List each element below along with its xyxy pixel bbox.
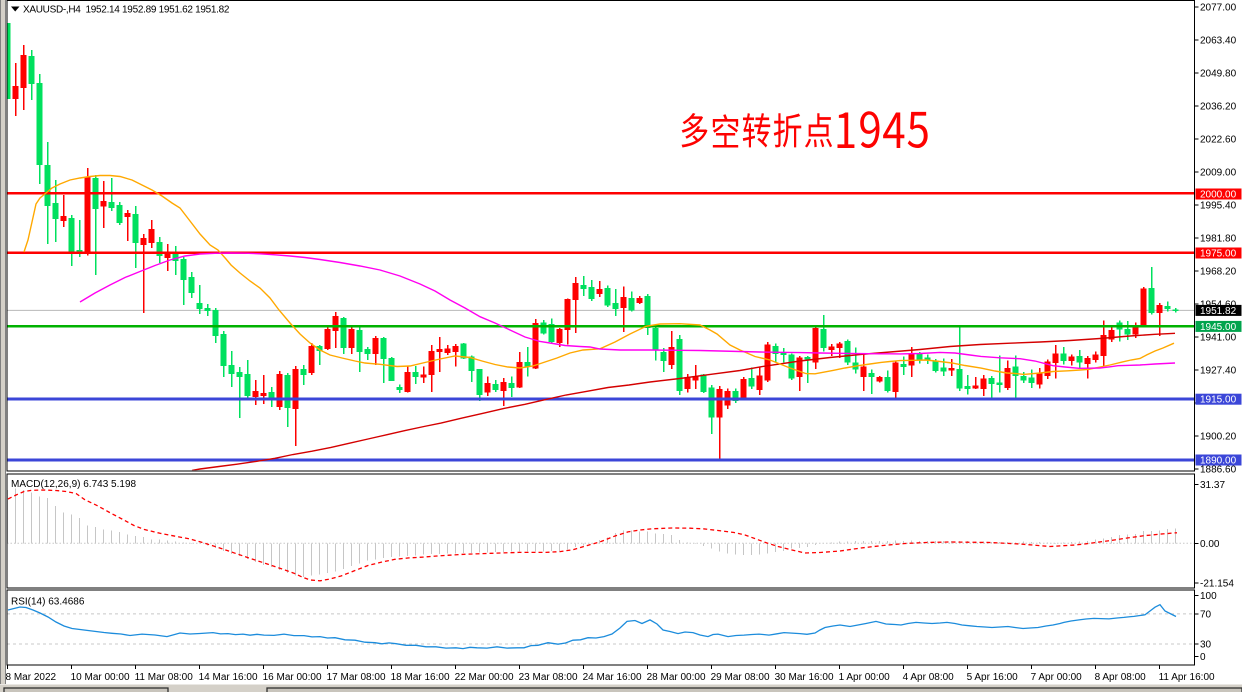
svg-text:1900.20: 1900.20 xyxy=(1200,432,1237,443)
svg-text:16 Mar 00:00: 16 Mar 00:00 xyxy=(263,672,322,683)
svg-text:8 Apr 08:00: 8 Apr 08:00 xyxy=(1095,672,1147,683)
svg-text:1951.82: 1951.82 xyxy=(1200,306,1237,317)
svg-text:24 Mar 16:00: 24 Mar 16:00 xyxy=(583,672,642,683)
svg-text:2000.00: 2000.00 xyxy=(1200,190,1237,201)
svg-text:2049.80: 2049.80 xyxy=(1200,69,1237,80)
svg-text:RSI(14) 63.4686: RSI(14) 63.4686 xyxy=(11,597,85,608)
svg-text:10 Mar 00:00: 10 Mar 00:00 xyxy=(71,672,130,683)
svg-text:29 Mar 08:00: 29 Mar 08:00 xyxy=(711,672,770,683)
svg-text:8 Mar 2022: 8 Mar 2022 xyxy=(6,672,57,683)
svg-text:31.37: 31.37 xyxy=(1200,480,1225,491)
svg-text:2022.60: 2022.60 xyxy=(1200,135,1237,146)
svg-text:28 Mar 00:00: 28 Mar 00:00 xyxy=(647,672,706,683)
svg-text:2009.00: 2009.00 xyxy=(1200,168,1237,179)
svg-text:1927.40: 1927.40 xyxy=(1200,366,1237,377)
svg-text:23 Mar 08:00: 23 Mar 08:00 xyxy=(519,672,578,683)
svg-text:18 Mar 16:00: 18 Mar 16:00 xyxy=(391,672,450,683)
svg-text:2063.40: 2063.40 xyxy=(1200,36,1237,47)
svg-text:7 Apr 00:00: 7 Apr 00:00 xyxy=(1031,672,1083,683)
svg-text:1 Apr 00:00: 1 Apr 00:00 xyxy=(839,672,891,683)
svg-text:4 Apr 08:00: 4 Apr 08:00 xyxy=(903,672,955,683)
svg-text:22 Mar 00:00: 22 Mar 00:00 xyxy=(455,672,514,683)
svg-text:1945.00: 1945.00 xyxy=(1200,322,1237,333)
svg-text:2036.20: 2036.20 xyxy=(1200,102,1237,113)
svg-text:0: 0 xyxy=(1200,652,1206,663)
svg-text:5 Apr 16:00: 5 Apr 16:00 xyxy=(967,672,1019,683)
svg-text:0.00: 0.00 xyxy=(1200,539,1220,550)
svg-text:1890.00: 1890.00 xyxy=(1200,456,1237,467)
svg-text:1915.00: 1915.00 xyxy=(1200,395,1237,406)
svg-text:XAUUSD-,H4 1952.14 1952.89 19: XAUUSD-,H4 1952.14 1952.89 1951.62 1951.… xyxy=(23,5,230,16)
svg-text:-21.154: -21.154 xyxy=(1200,579,1234,590)
svg-text:1981.80: 1981.80 xyxy=(1200,234,1237,245)
svg-text:17 Mar 08:00: 17 Mar 08:00 xyxy=(327,672,386,683)
svg-text:1886.60: 1886.60 xyxy=(1200,465,1237,476)
svg-text:70: 70 xyxy=(1200,609,1212,620)
svg-text:1968.20: 1968.20 xyxy=(1200,267,1237,278)
svg-text:30: 30 xyxy=(1200,640,1212,651)
svg-text:1995.40: 1995.40 xyxy=(1200,201,1237,212)
svg-text:11 Mar 08:00: 11 Mar 08:00 xyxy=(135,672,194,683)
svg-text:1975.00: 1975.00 xyxy=(1200,249,1237,260)
svg-text:11 Apr 16:00: 11 Apr 16:00 xyxy=(1159,672,1215,683)
svg-text:30 Mar 16:00: 30 Mar 16:00 xyxy=(775,672,834,683)
svg-text:2077.00: 2077.00 xyxy=(1200,3,1237,14)
svg-text:1941.00: 1941.00 xyxy=(1200,333,1237,344)
svg-text:MACD(12,26,9) 6.743 5.198: MACD(12,26,9) 6.743 5.198 xyxy=(11,479,137,490)
svg-text:14 Mar 16:00: 14 Mar 16:00 xyxy=(199,672,258,683)
svg-text:100: 100 xyxy=(1200,591,1217,602)
